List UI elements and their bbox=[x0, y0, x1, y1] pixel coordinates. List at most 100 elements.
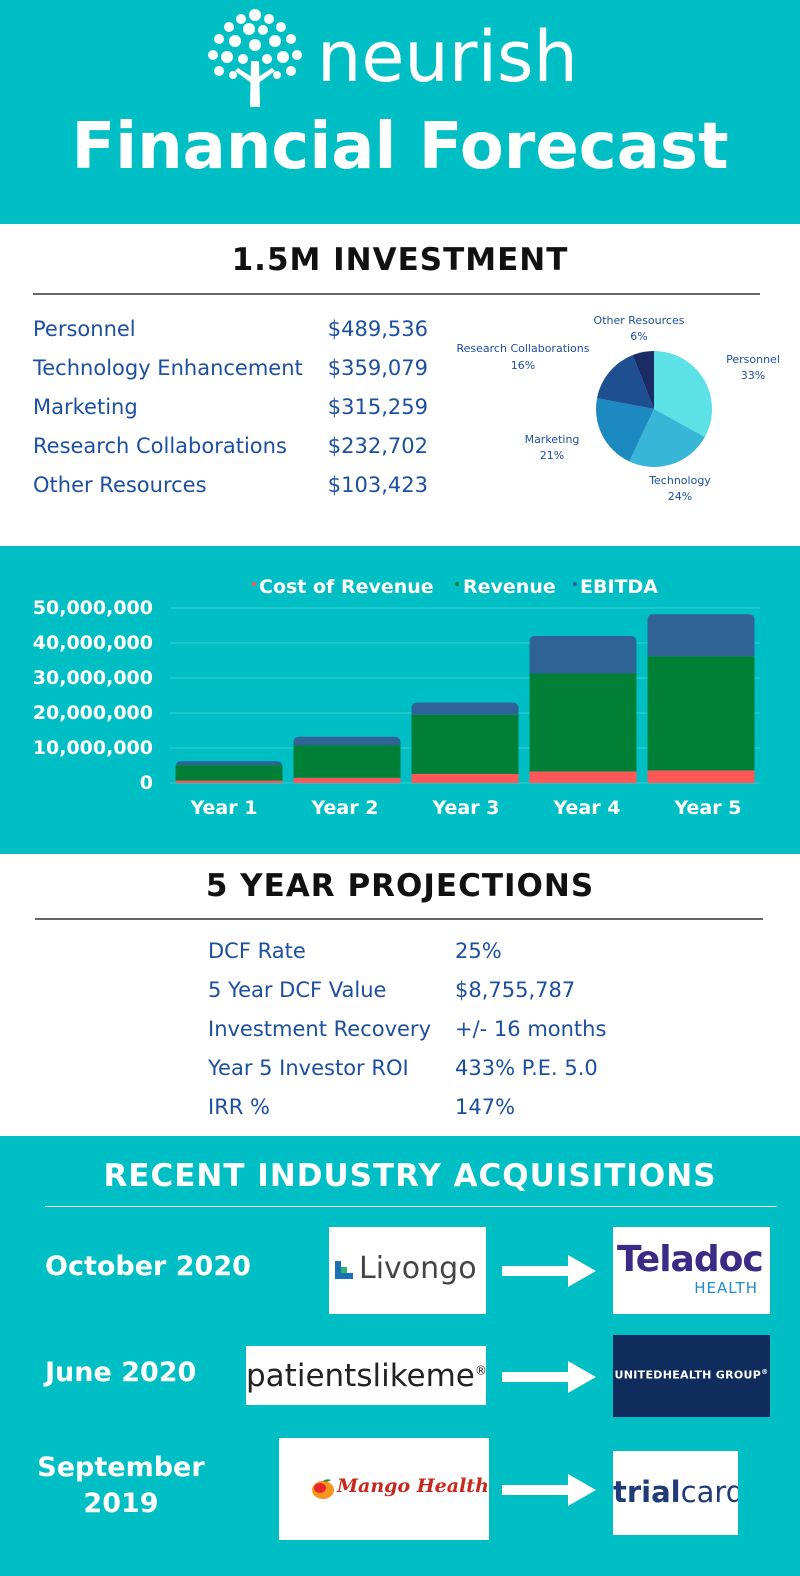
bar-ebitda-year-5 bbox=[647, 614, 755, 657]
acquisitions-divider bbox=[45, 1206, 777, 1207]
pie-label-personnel: Personnel bbox=[726, 353, 780, 366]
legend-swatch-cost bbox=[252, 582, 256, 586]
list-item: Investment Recovery +/- 16 months bbox=[208, 1013, 708, 1052]
teladoc-logo: Teladoc HEALTH bbox=[613, 1227, 770, 1314]
bar-revenue-year-4 bbox=[529, 673, 637, 772]
projections-divider bbox=[35, 918, 763, 920]
pie-slice-other-resources bbox=[632, 351, 654, 409]
bar-ebitda-year-4 bbox=[529, 636, 637, 674]
pie-slice-technology bbox=[629, 409, 705, 467]
x-tick-year3: Year 3 bbox=[432, 797, 500, 819]
teladoc-wordmark: Teladoc bbox=[617, 1239, 764, 1280]
teladoc-health-label: HEALTH bbox=[694, 1279, 758, 1297]
legend-cost-of-revenue: Cost of Revenue bbox=[259, 576, 434, 598]
bar-cost-of-revenue-year-1 bbox=[175, 780, 283, 783]
bar-cost-of-revenue-year-3 bbox=[411, 773, 519, 783]
bar-revenue-year-3 bbox=[411, 714, 519, 774]
x-tick-year4: Year 4 bbox=[553, 797, 621, 819]
revenue-chart-section: 0 10,000,000 20,000,000 30,000,000 40,00… bbox=[0, 546, 800, 854]
item-value: $315,259 bbox=[327, 395, 428, 419]
list-item: Technology Enhancement $359,079 bbox=[33, 352, 428, 391]
projections-title: 5 YEAR PROJECTIONS bbox=[205, 868, 595, 904]
item-label: Technology Enhancement bbox=[33, 356, 303, 380]
list-item: Marketing $315,259 bbox=[33, 391, 428, 430]
acquisition-date: October 2020 bbox=[45, 1251, 251, 1282]
item-value: 433% P.E. 5.0 bbox=[455, 1056, 598, 1080]
page-title: Financial Forecast bbox=[71, 110, 729, 184]
legend-swatch-revenue bbox=[455, 582, 459, 586]
pie-pct-technology: 24% bbox=[668, 490, 692, 503]
list-item: Year 5 Investor ROI 433% P.E. 5.0 bbox=[208, 1052, 708, 1091]
acquisition-date: September 2019 bbox=[30, 1450, 212, 1522]
item-label: IRR % bbox=[208, 1095, 271, 1119]
pie-pct-marketing: 21% bbox=[540, 449, 564, 462]
pie-svg: Personnel 33% Technology 24% Marketing 2… bbox=[457, 314, 780, 503]
item-value: $8,755,787 bbox=[455, 978, 576, 1002]
acquisitions-title: RECENT INDUSTRY ACQUISITIONS bbox=[103, 1158, 717, 1194]
brand-name: neurish bbox=[317, 16, 578, 98]
y-tick-2: 20,000,000 bbox=[33, 702, 153, 724]
unitedhealth-group-logo: UNITEDHEALTH GROUP® bbox=[613, 1335, 770, 1417]
item-value: 147% bbox=[455, 1095, 516, 1119]
projections-list: DCF Rate 25% 5 Year DCF Value $8,755,787… bbox=[208, 935, 708, 1130]
bar-ebitda-year-3 bbox=[411, 702, 519, 715]
livongo-wordmark: Livongo bbox=[359, 1251, 477, 1286]
pie-pct-other: 6% bbox=[630, 330, 647, 343]
livongo-logo: Livongo bbox=[329, 1227, 486, 1314]
y-tick-3: 30,000,000 bbox=[33, 667, 153, 689]
list-item: Personnel $489,536 bbox=[33, 313, 428, 352]
item-label: Personnel bbox=[33, 317, 136, 341]
investment-pie-chart: Personnel 33% Technology 24% Marketing 2… bbox=[440, 305, 800, 520]
list-item: IRR % 147% bbox=[208, 1091, 708, 1130]
list-item: DCF Rate 25% bbox=[208, 935, 708, 974]
y-tick-5: 50,000,000 bbox=[33, 597, 153, 619]
bar-revenue-year-2 bbox=[293, 745, 401, 778]
x-tick-year2: Year 2 bbox=[311, 797, 379, 819]
item-label: Year 5 Investor ROI bbox=[208, 1056, 409, 1080]
tree-icon bbox=[208, 9, 302, 107]
item-value: $489,536 bbox=[327, 317, 428, 341]
item-label: Investment Recovery bbox=[208, 1017, 431, 1041]
acquisitions-section: RECENT INDUSTRY ACQUISITIONS October 202… bbox=[0, 1136, 800, 1576]
trialcard-logo: trialcard® bbox=[613, 1451, 738, 1535]
pie-slice-marketing bbox=[596, 398, 654, 462]
pie-label-marketing: Marketing bbox=[525, 433, 580, 446]
pie-pct-personnel: 33% bbox=[741, 369, 765, 382]
y-tick-0: 0 bbox=[140, 772, 153, 794]
item-label: Research Collaborations bbox=[33, 434, 287, 458]
mango-icon bbox=[312, 1479, 334, 1499]
unitedhealth-wordmark: UNITEDHEALTH GROUP® bbox=[614, 1368, 769, 1382]
acquisition-date: June 2020 bbox=[45, 1357, 197, 1388]
arrow-right-icon bbox=[502, 1361, 596, 1393]
legend-ebitda: EBITDA bbox=[580, 576, 658, 598]
y-tick-1: 10,000,000 bbox=[33, 737, 153, 759]
date-year: 2019 bbox=[83, 1488, 159, 1519]
revenue-bar-chart: 0 10,000,000 20,000,000 30,000,000 40,00… bbox=[33, 576, 760, 819]
item-label: DCF Rate bbox=[208, 939, 306, 963]
list-item: 5 Year DCF Value $8,755,787 bbox=[208, 974, 708, 1013]
bar-cost-of-revenue-year-2 bbox=[293, 777, 401, 783]
pie-slice-research-collaborations bbox=[597, 355, 654, 409]
item-label: Other Resources bbox=[33, 473, 207, 497]
bar-cost-of-revenue-year-4 bbox=[529, 771, 637, 783]
item-label: 5 Year DCF Value bbox=[208, 978, 387, 1002]
investment-title: 1.5M INVESTMENT bbox=[231, 242, 569, 278]
bar-ebitda-year-2 bbox=[293, 736, 401, 746]
livongo-mark-icon bbox=[335, 1261, 353, 1279]
mango-health-wordmark: Mango Health bbox=[337, 1475, 489, 1497]
header-banner: neurish Financial Forecast bbox=[0, 0, 800, 224]
pie-pct-research: 16% bbox=[511, 359, 535, 372]
pie-label-research: Research Collaborations bbox=[457, 342, 590, 355]
bar-ebitda-year-1 bbox=[175, 761, 283, 768]
item-value: 25% bbox=[455, 939, 502, 963]
bar-revenue-year-1 bbox=[175, 765, 283, 781]
pie-slice-personnel bbox=[654, 351, 712, 437]
investment-list: Personnel $489,536 Technology Enhancemen… bbox=[33, 313, 428, 508]
legend-revenue: Revenue bbox=[463, 576, 556, 598]
patientslikeme-wordmark: patientslikeme® bbox=[246, 1358, 486, 1394]
bar-cost-of-revenue-year-5 bbox=[647, 770, 755, 783]
item-value: $359,079 bbox=[327, 356, 428, 380]
bar-revenue-year-5 bbox=[647, 656, 755, 771]
list-item: Research Collaborations $232,702 bbox=[33, 430, 428, 469]
item-value: $232,702 bbox=[327, 434, 428, 458]
